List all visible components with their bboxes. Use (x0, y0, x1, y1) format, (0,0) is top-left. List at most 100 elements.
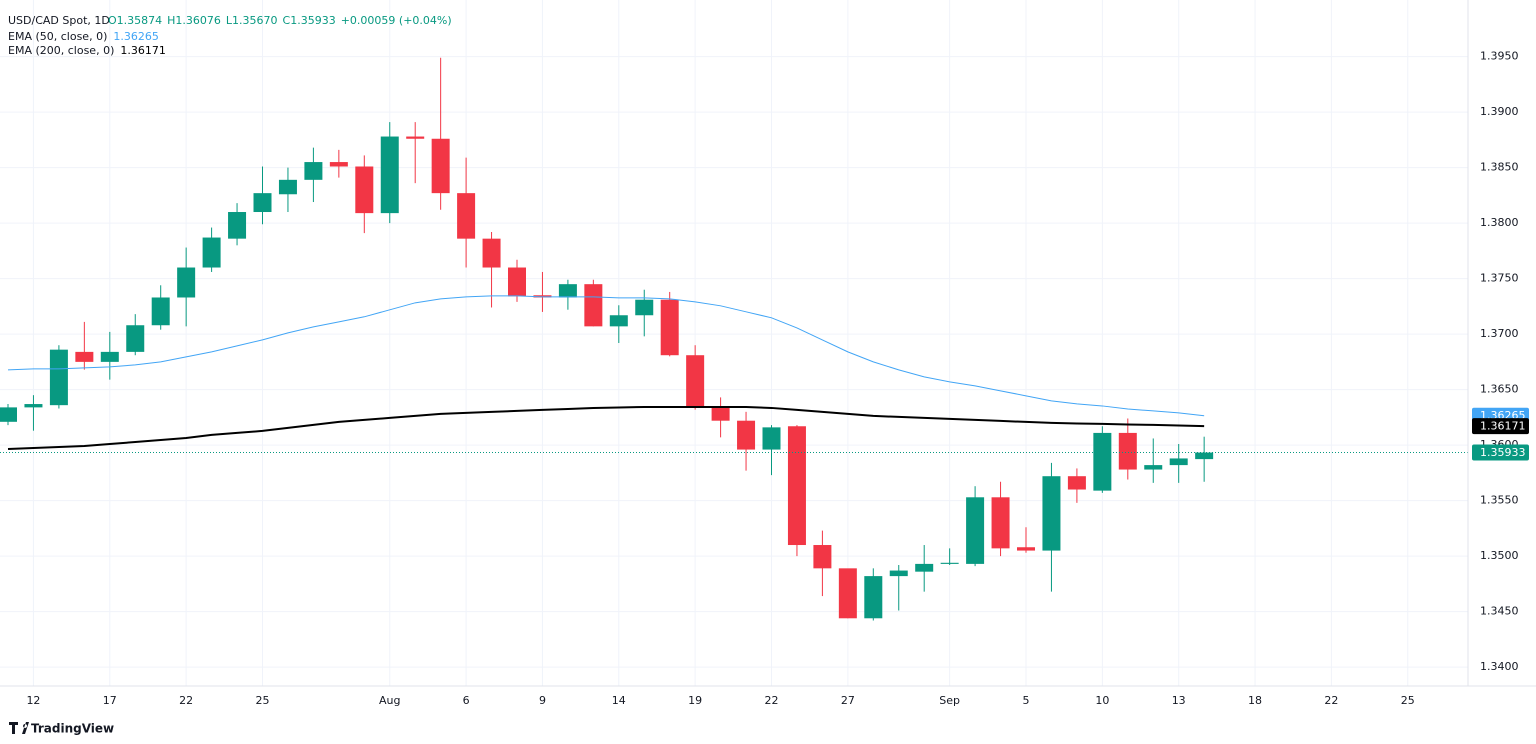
x-tick-label: 18 (1248, 694, 1262, 707)
plot-area (0, 57, 1468, 621)
x-tick-label: 13 (1172, 694, 1186, 707)
candle-body (457, 193, 476, 239)
price-tag (1472, 418, 1529, 435)
candle-body (940, 562, 959, 564)
candle-body (253, 193, 272, 213)
candle-body (838, 568, 857, 619)
x-tick-label: 25 (1401, 694, 1415, 707)
y-tick-label: 1.3650 (1480, 383, 1519, 396)
y-tick-label: 1.3500 (1480, 549, 1519, 562)
candle-body (0, 407, 17, 422)
x-tick-label: 22 (179, 694, 193, 707)
candle-body (1017, 547, 1035, 551)
indicator-value: 1.36171 (120, 44, 166, 57)
ohlc-value: C1.35933 (283, 14, 336, 27)
candle-body (75, 351, 94, 362)
change-value: +0.00059 (+0.04%) (341, 14, 452, 27)
candle-body (482, 238, 501, 268)
x-tick-label: 12 (26, 694, 40, 707)
y-tick-label: 1.3850 (1480, 161, 1519, 174)
ohlc-value: H1.36076 (167, 14, 221, 27)
y-tick-label: 1.3550 (1480, 494, 1519, 507)
price-tag (1472, 444, 1529, 461)
candle-body (431, 138, 450, 194)
price-tag-label: 1.35933 (1480, 446, 1526, 459)
candle-body (278, 179, 297, 195)
candle-body (864, 576, 883, 619)
x-tick-label: 6 (463, 694, 470, 707)
candle-body (635, 299, 654, 316)
candle-body (100, 351, 119, 362)
x-tick-label: 10 (1095, 694, 1109, 707)
candle-body (1042, 476, 1061, 551)
candle-body (991, 497, 1010, 549)
x-tick-label: Aug (379, 694, 400, 707)
y-tick-label: 1.3800 (1480, 216, 1519, 229)
ema-line (7, 295, 1205, 417)
x-tick-label: 22 (765, 694, 779, 707)
x-tick-label: Sep (939, 694, 960, 707)
candle-body (1144, 465, 1163, 470)
candle-body (584, 284, 603, 327)
candle-body (1067, 476, 1086, 490)
candle-body (126, 325, 145, 352)
x-tick-label: 25 (256, 694, 270, 707)
brand-name: TradingView (31, 722, 114, 736)
x-tick-label: 17 (103, 694, 117, 707)
x-tick-label: 27 (841, 694, 855, 707)
y-tick-label: 1.3750 (1480, 272, 1519, 285)
candle-body (609, 315, 628, 327)
y-tick-label: 1.3450 (1480, 605, 1519, 618)
candle-body (1093, 432, 1112, 491)
brand-logo (9, 722, 29, 734)
candle-body (711, 406, 730, 421)
candle-body (787, 426, 806, 546)
candle-body (813, 545, 832, 569)
candle-body (49, 349, 68, 406)
candle-body (915, 563, 934, 572)
candle-body (508, 267, 526, 297)
candle-body (355, 166, 374, 214)
candle-body (660, 299, 679, 356)
candle-body (762, 427, 781, 450)
indicator-name: EMA (200, close, 0) (8, 44, 114, 57)
candle-body (889, 570, 908, 577)
ema-line (7, 405, 1205, 451)
candle-body (228, 212, 247, 239)
ohlc-value: L1.35670 (226, 14, 278, 27)
x-tick-label: 22 (1324, 694, 1338, 707)
candle-body (329, 162, 348, 167)
indicator-name: EMA (50, close, 0) (8, 30, 107, 43)
candle-body (380, 136, 399, 214)
price-axis: 1.34001.34501.35001.35501.36001.36501.37… (26, 50, 1529, 707)
candle-body (737, 420, 756, 450)
y-tick-label: 1.3700 (1480, 327, 1519, 340)
y-tick-label: 1.3900 (1480, 105, 1519, 118)
candle-body (558, 284, 577, 298)
candle-body (1195, 452, 1214, 460)
candle-body (202, 237, 221, 268)
candle-body (24, 404, 43, 408)
candle-body (686, 355, 705, 407)
brand: TradingView (9, 722, 114, 736)
y-tick-label: 1.3400 (1480, 660, 1519, 673)
candle-body (1118, 432, 1137, 470)
candle-body (151, 297, 170, 326)
candle-body (1169, 458, 1188, 466)
candle-body (304, 162, 323, 180)
x-tick-label: 5 (1023, 694, 1030, 707)
x-tick-label: 19 (688, 694, 702, 707)
candle-body (177, 267, 196, 298)
x-tick-label: 14 (612, 694, 626, 707)
symbol-title: USD/CAD Spot, 1D (8, 14, 110, 27)
candle-body (966, 497, 985, 564)
x-tick-label: 9 (539, 694, 546, 707)
price-tag-label: 1.36171 (1480, 420, 1526, 433)
candle-body (406, 136, 425, 139)
indicator-value: 1.36265 (113, 30, 159, 43)
ohlc-value: O1.35874 (108, 14, 162, 27)
y-tick-label: 1.3950 (1480, 50, 1519, 63)
